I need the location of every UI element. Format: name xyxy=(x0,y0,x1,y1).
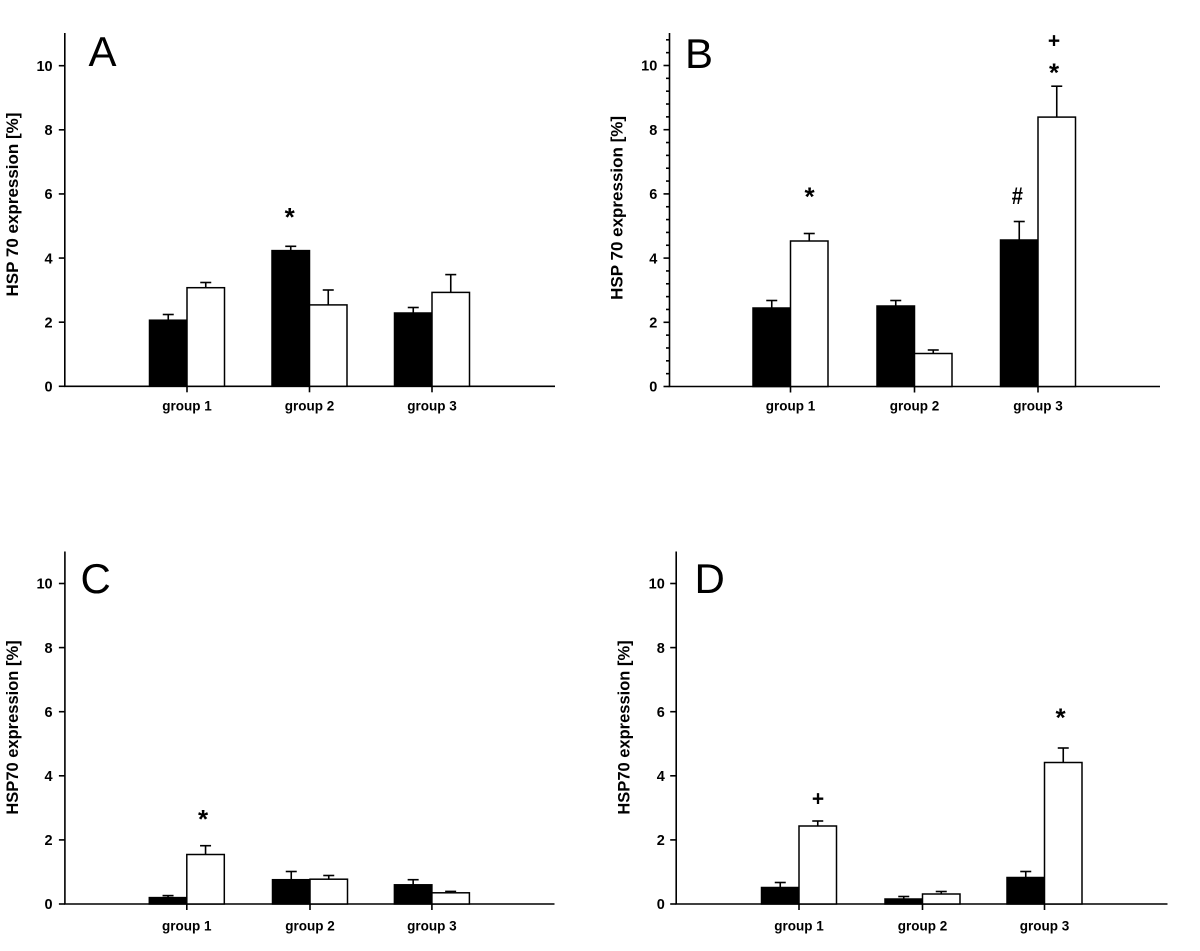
svg-text:*: * xyxy=(285,202,296,232)
svg-text:8: 8 xyxy=(657,641,665,657)
svg-text:4: 4 xyxy=(657,769,665,785)
svg-text:0: 0 xyxy=(45,380,53,396)
svg-text:*: * xyxy=(1049,58,1060,88)
svg-text:2: 2 xyxy=(649,316,657,332)
svg-text:2: 2 xyxy=(45,315,53,331)
svg-text:10: 10 xyxy=(649,577,665,593)
svg-text:0: 0 xyxy=(649,380,657,396)
svg-text:10: 10 xyxy=(36,59,52,75)
svg-text:group 3: group 3 xyxy=(407,918,457,933)
svg-text:group 1: group 1 xyxy=(766,399,816,414)
svg-text:6: 6 xyxy=(45,187,53,203)
svg-text:HSP 70 expression [%]: HSP 70 expression [%] xyxy=(608,116,627,300)
svg-text:group 1: group 1 xyxy=(774,918,824,933)
svg-text:group 2: group 2 xyxy=(898,918,948,933)
svg-text:2: 2 xyxy=(45,833,53,849)
svg-text:+: + xyxy=(1048,29,1060,52)
svg-text:+: + xyxy=(812,788,824,811)
svg-text:4: 4 xyxy=(649,251,657,267)
svg-text:B: B xyxy=(685,30,713,77)
svg-text:#: # xyxy=(1012,182,1024,209)
svg-text:C: C xyxy=(81,555,111,602)
svg-text:A: A xyxy=(89,28,117,75)
svg-text:4: 4 xyxy=(45,251,53,267)
svg-text:8: 8 xyxy=(649,123,657,139)
svg-text:group 3: group 3 xyxy=(1013,399,1063,414)
svg-text:6: 6 xyxy=(649,187,657,203)
svg-text:HSP70 expression [%]: HSP70 expression [%] xyxy=(616,640,634,814)
svg-text:group 3: group 3 xyxy=(407,399,457,414)
svg-text:8: 8 xyxy=(45,641,53,657)
svg-text:6: 6 xyxy=(45,705,53,721)
svg-text:*: * xyxy=(198,804,209,834)
svg-text:D: D xyxy=(695,555,725,602)
svg-text:8: 8 xyxy=(45,123,53,139)
svg-text:6: 6 xyxy=(657,705,665,721)
svg-text:2: 2 xyxy=(657,833,665,849)
svg-text:0: 0 xyxy=(45,897,53,913)
svg-text:group 2: group 2 xyxy=(285,399,335,414)
svg-text:group 1: group 1 xyxy=(162,399,212,414)
svg-text:group 2: group 2 xyxy=(890,399,940,414)
svg-text:HSP70 expression [%]: HSP70 expression [%] xyxy=(4,640,22,814)
svg-text:group 1: group 1 xyxy=(162,918,212,933)
svg-text:0: 0 xyxy=(657,897,665,913)
svg-text:10: 10 xyxy=(641,59,657,75)
svg-text:*: * xyxy=(1055,703,1066,733)
svg-text:4: 4 xyxy=(45,769,53,785)
svg-text:group 2: group 2 xyxy=(285,918,335,933)
svg-text:*: * xyxy=(804,182,815,212)
svg-text:group 3: group 3 xyxy=(1020,918,1070,933)
svg-text:10: 10 xyxy=(36,577,52,593)
svg-text:HSP 70 expression [%]: HSP 70 expression [%] xyxy=(3,113,22,297)
